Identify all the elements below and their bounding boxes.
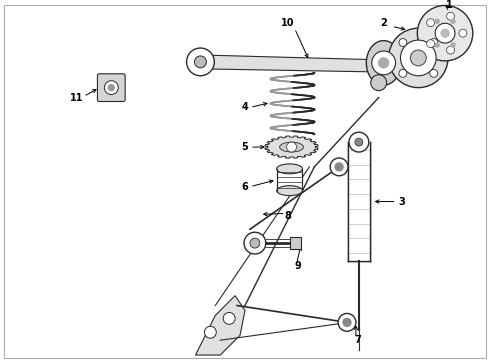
Circle shape <box>411 50 426 66</box>
Circle shape <box>446 46 455 54</box>
Text: 5: 5 <box>241 142 248 152</box>
Circle shape <box>349 132 369 152</box>
Circle shape <box>399 39 407 46</box>
Circle shape <box>372 51 395 75</box>
Circle shape <box>435 43 439 47</box>
Ellipse shape <box>280 142 303 152</box>
Circle shape <box>250 238 260 248</box>
Circle shape <box>430 69 438 77</box>
Circle shape <box>451 19 455 23</box>
Circle shape <box>371 75 387 91</box>
Text: 1: 1 <box>445 0 452 10</box>
Circle shape <box>379 58 389 68</box>
Circle shape <box>108 85 114 91</box>
Circle shape <box>343 318 351 326</box>
Circle shape <box>400 40 436 76</box>
Circle shape <box>287 142 296 152</box>
Text: 7: 7 <box>354 335 361 345</box>
Bar <box>348 142 370 261</box>
Ellipse shape <box>367 41 401 85</box>
Circle shape <box>244 232 266 254</box>
Circle shape <box>441 29 449 37</box>
Circle shape <box>417 5 473 61</box>
Circle shape <box>338 314 356 331</box>
Polygon shape <box>196 296 245 355</box>
Circle shape <box>204 326 216 338</box>
Polygon shape <box>265 136 318 158</box>
Ellipse shape <box>277 164 302 174</box>
Circle shape <box>446 12 455 20</box>
Text: 2: 2 <box>380 18 387 28</box>
Text: 11: 11 <box>70 93 83 103</box>
Circle shape <box>427 19 435 27</box>
Circle shape <box>435 19 439 23</box>
Text: 3: 3 <box>398 197 405 207</box>
Circle shape <box>104 81 118 95</box>
Circle shape <box>430 39 438 46</box>
Text: 4: 4 <box>241 103 248 112</box>
Text: 6: 6 <box>241 182 248 192</box>
Circle shape <box>451 43 455 47</box>
Circle shape <box>355 138 363 146</box>
FancyBboxPatch shape <box>98 74 125 102</box>
Circle shape <box>195 56 206 68</box>
Text: 10: 10 <box>281 18 294 28</box>
Polygon shape <box>200 55 384 72</box>
Circle shape <box>389 28 448 87</box>
Circle shape <box>459 29 467 37</box>
Bar <box>277 169 302 191</box>
Circle shape <box>187 48 214 76</box>
Circle shape <box>335 163 343 171</box>
Circle shape <box>435 23 455 43</box>
Text: 8: 8 <box>285 211 292 221</box>
Ellipse shape <box>277 186 302 195</box>
Bar <box>290 237 301 249</box>
Circle shape <box>330 158 348 176</box>
Circle shape <box>427 40 435 48</box>
Circle shape <box>399 69 407 77</box>
Circle shape <box>223 312 235 324</box>
Text: 9: 9 <box>294 261 301 271</box>
